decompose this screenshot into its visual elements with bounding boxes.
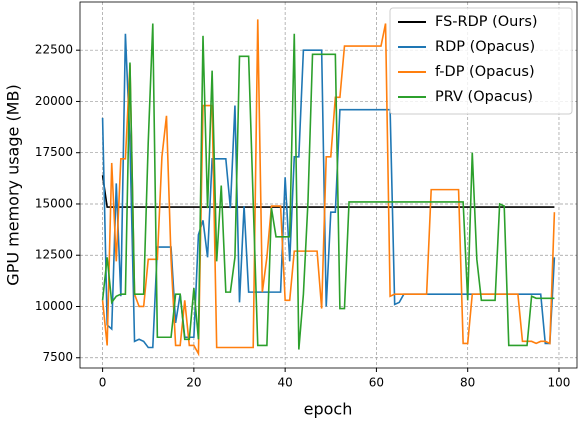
x-tick-label: 100	[548, 376, 571, 390]
y-tick-label: 7500	[42, 350, 73, 364]
y-tick-label: 20000	[35, 94, 73, 108]
x-tick-label: 20	[186, 376, 201, 390]
legend-box	[389, 7, 573, 115]
y-tick-label: 22500	[35, 43, 73, 57]
legend-label: FS-RDP (Ours)	[435, 14, 538, 30]
y-tick-label: 17500	[35, 145, 73, 159]
legend-label: f-DP (Opacus)	[435, 64, 535, 80]
x-axis-label: epoch	[304, 400, 353, 419]
y-tick-label: 10000	[35, 299, 73, 313]
legend-label: PRV (Opacus)	[435, 89, 533, 105]
plot-frame	[79, 1, 578, 369]
x-tick-label: 0	[99, 376, 107, 390]
x-tick-label: 80	[460, 376, 475, 390]
x-tick-label: 60	[369, 376, 384, 390]
series-line	[101, 19, 556, 357]
y-axis-label: GPU memory usage (MB)	[4, 84, 23, 285]
legend-label: RDP (Opacus)	[435, 39, 535, 55]
series-line	[101, 23, 555, 350]
y-tick-label: 12500	[35, 248, 73, 262]
y-tick-label: 15000	[35, 196, 73, 210]
x-tick-label: 40	[278, 376, 293, 390]
series-line	[101, 175, 555, 208]
